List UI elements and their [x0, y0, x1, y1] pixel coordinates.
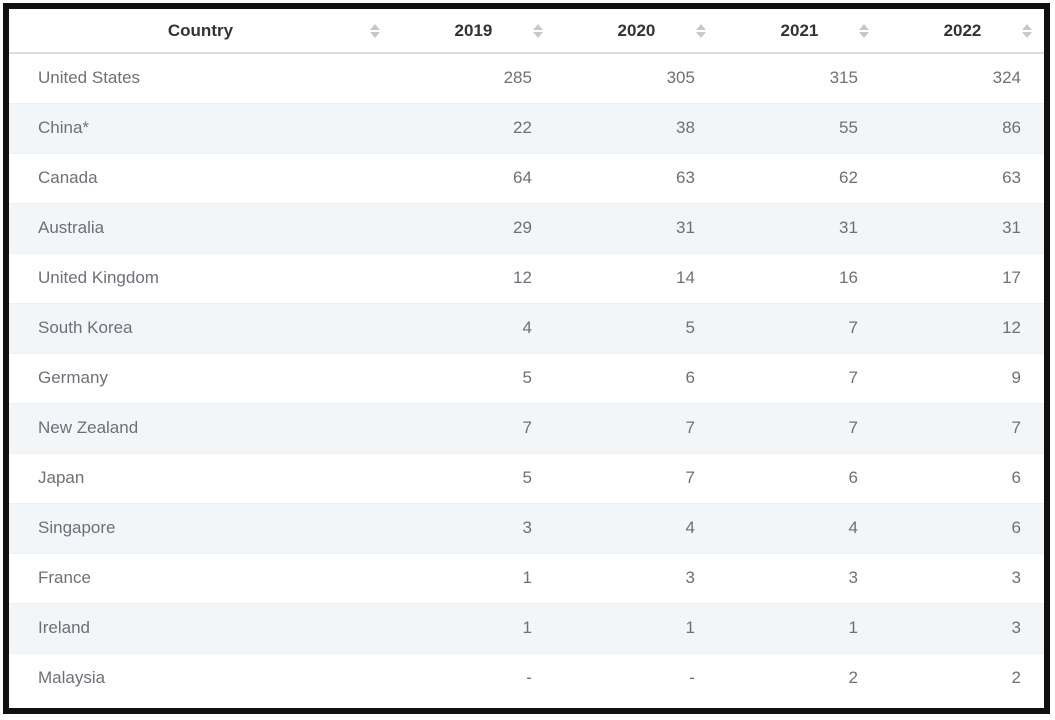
cell-2022: 9	[880, 352, 1044, 403]
cell-2019: 285	[503, 68, 532, 88]
cell-2020: 7	[554, 402, 718, 453]
cell-2022: 3	[880, 552, 1044, 603]
cell-country: Malaysia	[9, 652, 392, 703]
sort-icon	[369, 23, 380, 38]
cell-2020: -	[554, 652, 718, 703]
table-row: Germany 5 6 7 9	[9, 352, 1044, 403]
cell-2021: 31	[717, 202, 881, 253]
cell-2021: 16	[717, 252, 881, 303]
cell-2022: 31	[880, 202, 1044, 253]
cell-country: China*	[9, 102, 392, 153]
cell-2019: 22	[391, 102, 555, 153]
cell-country: United Kingdom	[9, 252, 392, 303]
cell-2021: 2	[717, 652, 881, 703]
table-header: Country 2019 2020 2021 2022	[9, 9, 1044, 54]
cell-2021: 55	[717, 102, 881, 153]
table-body: United States 285 305 315 324 China* 22 …	[9, 53, 1044, 703]
table-row: Ireland 1 1 1 3	[9, 602, 1044, 653]
cell-2020: 305	[666, 68, 695, 88]
header-row: Country 2019 2020 2021 2022	[9, 9, 1044, 54]
countries-by-year-table: Country 2019 2020 2021 2022	[9, 9, 1044, 703]
column-header-label: 2021	[780, 20, 819, 40]
cell-2020: 31	[554, 202, 718, 253]
table-row: United States 285 305 315 324	[9, 53, 1044, 103]
cell-2021: 7	[717, 352, 881, 403]
cell-country: Canada	[9, 152, 392, 203]
sort-icon	[695, 23, 706, 38]
cell-2019: 5	[391, 352, 555, 403]
cell-2020: 14	[554, 252, 718, 303]
cell-2021: 3	[717, 552, 881, 603]
cell-2022: 12	[880, 302, 1044, 353]
cell-2019: 29	[391, 202, 555, 253]
cell-2019: -	[391, 652, 555, 703]
cell-country: New Zealand	[9, 402, 392, 453]
cell-2022: 6	[880, 502, 1044, 553]
column-header-2022[interactable]: 2022	[880, 9, 1044, 54]
table-row: China* 22 38 55 86	[9, 102, 1044, 153]
cell-2021: 62	[717, 152, 881, 203]
cell-2019: 1	[391, 602, 555, 653]
cell-country: Singapore	[9, 502, 392, 553]
cell-2020: 63	[554, 152, 718, 203]
cell-country: Japan	[9, 452, 392, 503]
table-row: United Kingdom 12 14 16 17	[9, 252, 1044, 303]
cell-2021: 7	[717, 402, 881, 453]
cell-2021: 6	[717, 452, 881, 503]
cell-2020: 5	[554, 302, 718, 353]
cell-2019: 1	[391, 552, 555, 603]
cell-2022: 2	[880, 652, 1044, 703]
table-row: Canada 64 63 62 63	[9, 152, 1044, 203]
cell-2021: 1	[717, 602, 881, 653]
cell-country: South Korea	[9, 302, 392, 353]
cell-2019: 64	[391, 152, 555, 203]
cell-2022: 17	[880, 252, 1044, 303]
column-header-label: 2019	[454, 20, 493, 40]
cell-2022: 6	[880, 452, 1044, 503]
cell-2019: 5	[391, 452, 555, 503]
cell-2020: 3	[554, 552, 718, 603]
cell-2019: 7	[391, 402, 555, 453]
cell-2020: 38	[554, 102, 718, 153]
cell-2019: 12	[391, 252, 555, 303]
cell-2021: 4	[717, 502, 881, 553]
column-header-label: 2020	[617, 20, 656, 40]
table-row: Australia 29 31 31 31	[9, 202, 1044, 253]
cell-country: Australia	[9, 202, 392, 253]
column-header-label: Country	[167, 20, 234, 40]
cell-2021: 315	[829, 68, 858, 88]
table-row: New Zealand 7 7 7 7	[9, 402, 1044, 453]
cell-2019: 3	[391, 502, 555, 553]
cell-2020: 6	[554, 352, 718, 403]
cell-2022: 63	[880, 152, 1044, 203]
cell-2022: 86	[880, 102, 1044, 153]
cell-2019: 4	[391, 302, 555, 353]
table-row: South Korea 4 5 7 12	[9, 302, 1044, 353]
table-frame: Country 2019 2020 2021 2022	[3, 3, 1050, 714]
table-row: France 1 3 3 3	[9, 552, 1044, 603]
table-row: Singapore 3 4 4 6	[9, 502, 1044, 553]
cell-country: Ireland	[9, 602, 392, 653]
cell-country: Germany	[9, 352, 392, 403]
sort-icon	[532, 23, 543, 38]
sort-icon	[858, 23, 869, 38]
column-header-2020[interactable]: 2020	[554, 9, 718, 54]
cell-2021: 7	[717, 302, 881, 353]
cell-country: France	[9, 552, 392, 603]
cell-2020: 7	[554, 452, 718, 503]
table-row: Malaysia - - 2 2	[9, 652, 1044, 703]
cell-2022: 324	[992, 68, 1021, 88]
cell-2020: 4	[554, 502, 718, 553]
cell-2022: 7	[880, 402, 1044, 453]
cell-2020: 1	[554, 602, 718, 653]
cell-2022: 3	[880, 602, 1044, 653]
table-row: Japan 5 7 6 6	[9, 452, 1044, 503]
column-header-2021[interactable]: 2021	[717, 9, 881, 54]
column-header-2019[interactable]: 2019	[391, 9, 555, 54]
column-header-country[interactable]: Country	[9, 9, 392, 54]
sort-icon	[1022, 23, 1032, 38]
column-header-label: 2022	[943, 20, 982, 40]
cell-country: United States	[38, 68, 141, 88]
